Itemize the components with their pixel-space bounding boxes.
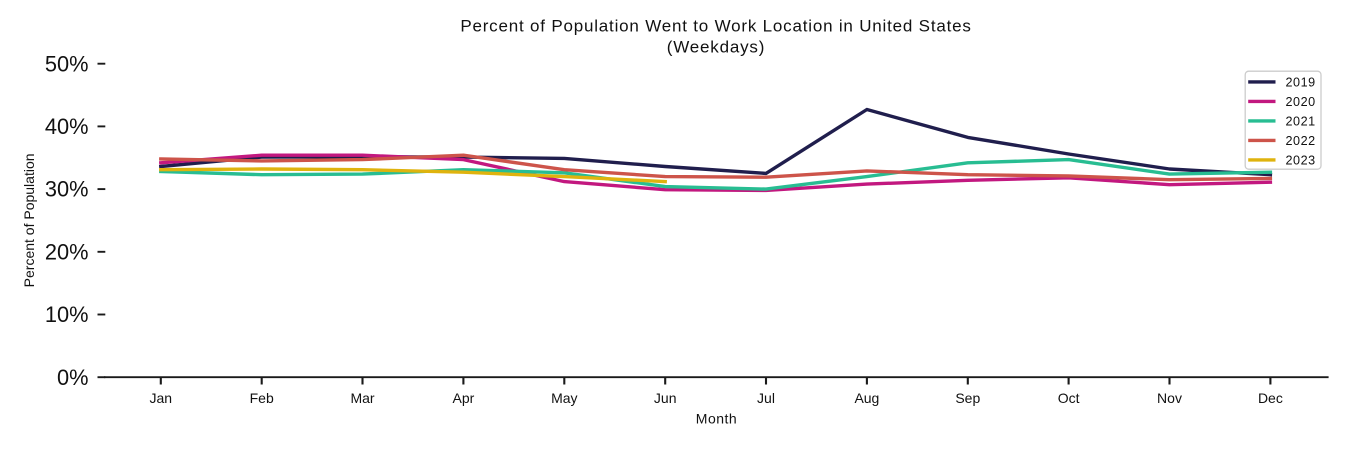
svg-text:May: May — [551, 390, 577, 406]
svg-text:(Weekdays): (Weekdays) — [667, 38, 765, 57]
svg-text:Aug: Aug — [854, 390, 879, 406]
svg-text:2020: 2020 — [1286, 95, 1316, 109]
svg-text:2019: 2019 — [1286, 76, 1316, 90]
svg-text:Nov: Nov — [1157, 390, 1182, 406]
svg-text:40%: 40% — [45, 114, 89, 139]
svg-text:Oct: Oct — [1058, 390, 1080, 406]
svg-text:Jul: Jul — [757, 390, 775, 406]
svg-text:10%: 10% — [45, 302, 89, 327]
svg-text:2023: 2023 — [1286, 154, 1316, 168]
svg-text:2021: 2021 — [1286, 115, 1316, 129]
svg-text:Percent of Population: Percent of Population — [21, 153, 37, 287]
svg-text:50%: 50% — [45, 51, 89, 76]
svg-text:Month: Month — [696, 411, 737, 427]
svg-text:Apr: Apr — [453, 390, 475, 406]
svg-text:Sep: Sep — [955, 390, 980, 406]
svg-text:Jan: Jan — [150, 390, 173, 406]
svg-text:Feb: Feb — [250, 390, 274, 406]
svg-text:0%: 0% — [57, 365, 89, 390]
svg-text:Jun: Jun — [654, 390, 677, 406]
svg-text:Mar: Mar — [350, 390, 374, 406]
svg-text:30%: 30% — [45, 177, 89, 202]
svg-text:20%: 20% — [45, 239, 89, 264]
svg-text:2022: 2022 — [1286, 134, 1316, 148]
svg-text:Percent of Population Went to: Percent of Population Went to Work Locat… — [460, 17, 971, 36]
svg-text:Dec: Dec — [1258, 390, 1283, 406]
